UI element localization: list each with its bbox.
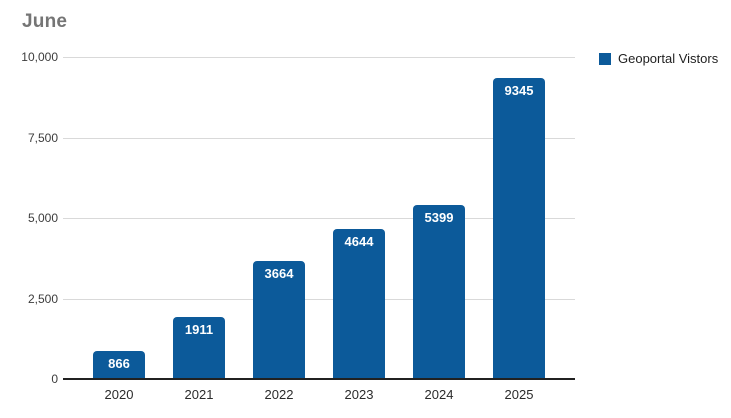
legend[interactable]: Geoportal Vistors	[599, 51, 718, 66]
y-tick-label: 10,000	[21, 50, 58, 64]
chart-title: June	[22, 11, 68, 32]
x-tick-label: 2023	[344, 387, 374, 402]
x-tick-label: 2020	[104, 387, 134, 402]
legend-swatch-icon	[599, 52, 611, 65]
gridline	[63, 218, 575, 219]
y-tick-label: 7,500	[27, 130, 58, 145]
bar-value-label: 866	[108, 356, 130, 372]
gridline	[63, 137, 575, 139]
y-tick-label: 0	[51, 372, 58, 386]
bar-value-label: 1911	[184, 322, 214, 338]
bar-2021[interactable]	[173, 317, 225, 379]
bar-2023[interactable]	[333, 229, 385, 379]
plot-area: 866 1911 3664 4644 5399 9345	[63, 57, 575, 380]
bar-value-label: 4644	[344, 234, 374, 250]
bar-value-label: 9345	[504, 83, 534, 99]
x-tick-label: 2024	[424, 387, 454, 402]
x-tick-label: 2022	[264, 387, 294, 402]
bar-2025[interactable]	[493, 78, 545, 379]
bar-value-label: 3664	[264, 266, 294, 282]
x-tick-label: 2025	[504, 387, 534, 402]
bar-2020[interactable]	[93, 351, 145, 379]
bar-2022[interactable]	[253, 261, 305, 379]
gridline	[63, 57, 575, 58]
bar-value-label: 5399	[424, 210, 454, 226]
y-tick-label: 5,000	[27, 211, 58, 225]
bar-2024[interactable]	[413, 205, 465, 379]
legend-label: Geoportal Vistors	[618, 51, 719, 66]
x-axis-line	[63, 378, 575, 380]
x-tick-label: 2021	[184, 387, 214, 402]
y-tick-label: 2,500	[27, 291, 58, 306]
gridline	[63, 298, 575, 300]
